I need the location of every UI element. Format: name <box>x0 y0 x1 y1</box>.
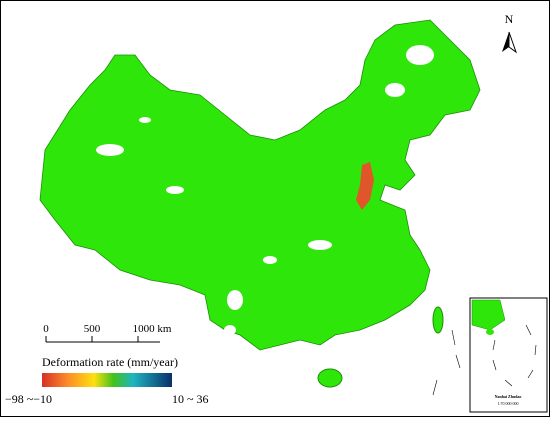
scale-bar: 0 500 1000 km <box>43 323 172 343</box>
scale-label: 500 <box>84 323 101 335</box>
taiwan <box>432 306 444 334</box>
legend: Deformation rate (mm/year) −98 ~−10 10 ~… <box>5 355 209 406</box>
scale-label: 1000 km <box>133 323 172 335</box>
scale-label: 0 <box>43 323 49 335</box>
hainan <box>317 368 343 388</box>
legend-max: 10 ~ 36 <box>172 392 209 406</box>
legend-gradient <box>42 373 172 387</box>
north-arrow: N <box>502 12 517 54</box>
inset-title: Nanhai Zhudao <box>495 394 522 399</box>
legend-min: −98 ~−10 <box>5 392 52 406</box>
subsidence-zone <box>356 162 374 210</box>
legend-title: Deformation rate (mm/year) <box>42 355 178 369</box>
north-label: N <box>505 12 514 26</box>
inset: Nanhai Zhudao 1:70 000 000 <box>432 297 548 413</box>
no-data-patches <box>96 45 434 335</box>
inset-scale: 1:70 000 000 <box>497 401 518 406</box>
